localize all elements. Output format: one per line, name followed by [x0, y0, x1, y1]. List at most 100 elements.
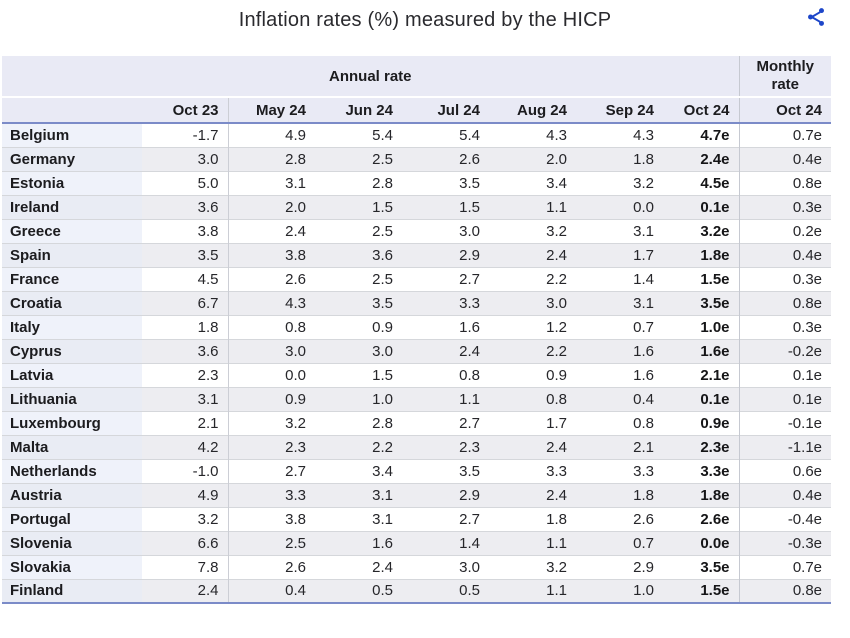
country-column-header — [2, 96, 142, 124]
cell-oct24-flash: 0.1e — [663, 194, 740, 219]
cell-sep24: 0.4 — [576, 386, 663, 411]
cell-jun24: 3.6 — [315, 242, 402, 267]
country-name: Italy — [2, 314, 142, 339]
cell-may24: 2.3 — [227, 434, 315, 459]
cell-monthly-oct24: 0.1e — [738, 386, 832, 411]
cell-jul24: 1.1 — [402, 386, 489, 411]
share-icon — [805, 8, 827, 31]
cell-oct24-flash: 3.5e — [663, 290, 740, 315]
cell-oct23: 3.2 — [142, 506, 228, 531]
cell-jun24: 1.5 — [315, 194, 402, 219]
cell-monthly-oct24: 0.7e — [738, 554, 832, 579]
country-name: Latvia — [2, 362, 142, 387]
cell-sep24: 1.8 — [576, 482, 663, 507]
cell-jul24: 1.5 — [402, 194, 489, 219]
cell-jun24: 0.5 — [315, 578, 402, 604]
cell-monthly-oct24: 0.4e — [738, 482, 832, 507]
country-name: Slovakia — [2, 554, 142, 579]
cell-may24: 2.7 — [227, 458, 315, 483]
cell-aug24: 2.0 — [489, 146, 576, 171]
cell-may24: 2.0 — [227, 194, 315, 219]
country-name: Finland — [2, 578, 142, 604]
cell-aug24: 1.1 — [489, 530, 576, 555]
cell-may24: 3.1 — [227, 170, 315, 195]
cell-oct23: 2.1 — [142, 410, 228, 435]
col-header-jul24: Jul 24 — [402, 96, 489, 124]
cell-oct24-flash: 0.0e — [663, 530, 740, 555]
cell-jul24: 3.3 — [402, 290, 489, 315]
cell-aug24: 2.2 — [489, 338, 576, 363]
cell-jul24: 3.5 — [402, 170, 489, 195]
cell-sep24: 3.1 — [576, 218, 663, 243]
cell-may24: 0.9 — [227, 386, 315, 411]
cell-sep24: 1.6 — [576, 362, 663, 387]
cell-oct23: 3.8 — [142, 218, 228, 243]
share-button[interactable] — [804, 6, 828, 30]
cell-aug24: 0.8 — [489, 386, 576, 411]
cell-aug24: 3.3 — [489, 458, 576, 483]
table-row: Belgium -1.7 4.9 5.4 5.4 4.3 4.3 4.7e 0.… — [2, 123, 832, 147]
cell-oct24-flash: 1.0e — [663, 314, 740, 339]
cell-jul24: 3.5 — [402, 458, 489, 483]
table-row: Spain 3.5 3.8 3.6 2.9 2.4 1.7 1.8e 0.4e — [2, 242, 832, 267]
table-row: Cyprus 3.6 3.0 3.0 2.4 2.2 1.6 1.6e -0.2… — [2, 338, 832, 363]
cell-sep24: 0.8 — [576, 410, 663, 435]
cell-may24: 3.0 — [227, 338, 315, 363]
cell-sep24: 4.3 — [576, 123, 663, 147]
cell-monthly-oct24: 0.6e — [738, 458, 832, 483]
table-row: Ireland 3.6 2.0 1.5 1.5 1.1 0.0 0.1e 0.3… — [2, 194, 832, 219]
cell-jul24: 0.5 — [402, 578, 489, 604]
monthly-rate-header: Monthly rate — [738, 56, 832, 98]
country-name: Germany — [2, 146, 142, 171]
col-header-sep24: Sep 24 — [576, 96, 663, 124]
cell-oct23: 1.8 — [142, 314, 228, 339]
cell-jul24: 2.3 — [402, 434, 489, 459]
table-row: Slovakia 7.8 2.6 2.4 3.0 3.2 2.9 3.5e 0.… — [2, 554, 832, 579]
cell-jul24: 2.4 — [402, 338, 489, 363]
cell-sep24: 0.0 — [576, 194, 663, 219]
cell-aug24: 3.2 — [489, 554, 576, 579]
cell-oct23: 3.5 — [142, 242, 228, 267]
cell-jul24: 3.0 — [402, 554, 489, 579]
cell-sep24: 3.2 — [576, 170, 663, 195]
cell-monthly-oct24: 0.8e — [738, 170, 832, 195]
country-name: Netherlands — [2, 458, 142, 483]
cell-may24: 2.8 — [227, 146, 315, 171]
cell-jul24: 3.0 — [402, 218, 489, 243]
col-header-may24: May 24 — [227, 96, 315, 124]
cell-aug24: 2.2 — [489, 266, 576, 291]
cell-aug24: 3.2 — [489, 218, 576, 243]
cell-may24: 0.8 — [227, 314, 315, 339]
country-name: Lithuania — [2, 386, 142, 411]
cell-oct24-flash: 1.5e — [663, 266, 740, 291]
cell-sep24: 1.0 — [576, 578, 663, 604]
col-header-aug24: Aug 24 — [489, 96, 576, 124]
country-name: Belgium — [2, 123, 142, 147]
cell-jun24: 1.6 — [315, 530, 402, 555]
cell-oct23: 3.6 — [142, 338, 228, 363]
cell-aug24: 1.7 — [489, 410, 576, 435]
col-header-monthly-oct24: Oct 24 — [738, 96, 832, 124]
cell-jun24: 3.1 — [315, 482, 402, 507]
cell-oct24-flash: 4.5e — [663, 170, 740, 195]
cell-jun24: 2.8 — [315, 410, 402, 435]
cell-jun24: 3.0 — [315, 338, 402, 363]
cell-oct23: 6.6 — [142, 530, 228, 555]
cell-may24: 3.2 — [227, 410, 315, 435]
cell-oct23: 3.1 — [142, 386, 228, 411]
cell-jul24: 1.4 — [402, 530, 489, 555]
cell-aug24: 3.4 — [489, 170, 576, 195]
country-name: Austria — [2, 482, 142, 507]
page-title: Inflation rates (%) measured by the HICP — [238, 9, 612, 31]
table-row: Greece 3.8 2.4 2.5 3.0 3.2 3.1 3.2e 0.2e — [2, 218, 832, 243]
cell-jun24: 3.5 — [315, 290, 402, 315]
cell-oct24-flash: 2.6e — [663, 506, 740, 531]
table-row: Malta 4.2 2.3 2.2 2.3 2.4 2.1 2.3e -1.1e — [2, 434, 832, 459]
col-header-jun24: Jun 24 — [315, 96, 402, 124]
country-name: Portugal — [2, 506, 142, 531]
cell-jun24: 1.5 — [315, 362, 402, 387]
cell-jul24: 2.9 — [402, 482, 489, 507]
cell-jul24: 1.6 — [402, 314, 489, 339]
cell-oct24-flash: 3.5e — [663, 554, 740, 579]
cell-oct24-flash: 3.2e — [663, 218, 740, 243]
